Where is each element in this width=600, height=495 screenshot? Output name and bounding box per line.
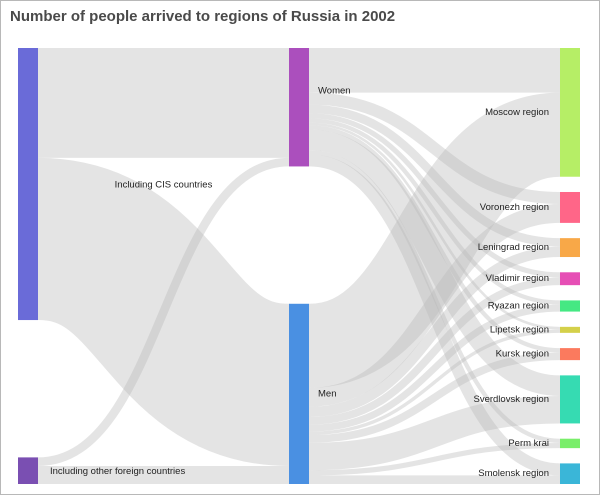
sankey-label-other: Including other foreign countries <box>50 466 185 477</box>
sankey-link-women-perm[interactable] <box>308 150 561 443</box>
sankey-link-women-leningrad[interactable] <box>308 104 561 247</box>
sankey-link-men-kursk[interactable] <box>308 352 561 443</box>
sankey-node-ryazan[interactable] <box>560 300 580 312</box>
sankey-label-men: Men <box>318 388 336 399</box>
nodes-layer <box>18 48 580 484</box>
labels-layer: Including CIS countries Including other f… <box>50 86 549 480</box>
sankey-link-men-lipetsk[interactable] <box>308 329 561 436</box>
sankey-link-women-kursk[interactable] <box>308 125 561 353</box>
sankey-link-men-ryazan[interactable] <box>308 304 561 432</box>
sankey-node-other[interactable] <box>18 457 38 484</box>
sankey-node-kursk[interactable] <box>560 348 580 361</box>
sankey-link-women-lipetsk[interactable] <box>308 122 561 330</box>
sankey-label-women: Women <box>318 86 351 97</box>
sankey-label-sverdlovsk: Sverdlovsk region <box>473 394 549 405</box>
sankey-link-women-ryazan[interactable] <box>308 118 561 305</box>
sankey-node-sverdlovsk[interactable] <box>560 375 580 424</box>
chart-title: Number of people arrived to regions of R… <box>10 8 396 25</box>
sankey-node-smolensk[interactable] <box>560 463 580 484</box>
sankey-node-voronezh[interactable] <box>560 191 580 223</box>
sankey-link-other-women[interactable] <box>37 157 290 466</box>
sankey-label-vladimir: Vladimir region <box>486 273 549 284</box>
sankey-link-women-smolensk[interactable] <box>308 154 561 476</box>
sankey-node-cis[interactable] <box>18 48 38 321</box>
sankey-label-voronezh: Voronezh region <box>480 202 549 213</box>
sankey-node-lipetsk[interactable] <box>560 326 580 333</box>
sankey-node-leningrad[interactable] <box>560 238 580 258</box>
sankey-node-men[interactable] <box>289 303 309 484</box>
sankey-node-perm[interactable] <box>560 438 580 449</box>
sankey-label-kursk: Kursk region <box>496 349 549 360</box>
sankey-label-smolensk: Smolensk region <box>478 468 549 479</box>
sankey-label-lipetsk: Lipetsk region <box>490 324 549 335</box>
sankey-link-men-leningrad[interactable] <box>308 246 561 418</box>
sankey-label-perm: Perm krai <box>508 438 549 449</box>
sankey-node-moscow[interactable] <box>560 48 580 177</box>
sankey-link-men-perm[interactable] <box>308 442 561 476</box>
sankey-link-women-vladimir[interactable] <box>308 113 561 278</box>
links-layer <box>33 47 563 485</box>
sankey-link-women-voronezh[interactable] <box>308 92 561 205</box>
sankey-link-men-sverdlovsk[interactable] <box>308 395 561 471</box>
sankey-node-women[interactable] <box>289 48 309 167</box>
sankey-link-men-vladimir[interactable] <box>308 277 561 425</box>
sankey-node-vladimir[interactable] <box>560 272 580 286</box>
sankey-label-ryazan: Ryazan region <box>488 301 549 312</box>
sankey-link-cis-men[interactable] <box>33 157 294 466</box>
sankey-link-men-moscow[interactable] <box>306 92 563 388</box>
sankey-link-women-sverdlovsk[interactable] <box>308 129 561 396</box>
sankey-label-leningrad: Leningrad region <box>478 242 549 253</box>
sankey-label-cis: Including CIS countries <box>115 180 213 191</box>
sankey-link-men-voronezh[interactable] <box>308 204 561 407</box>
sankey-label-moscow: Moscow region <box>485 107 549 118</box>
